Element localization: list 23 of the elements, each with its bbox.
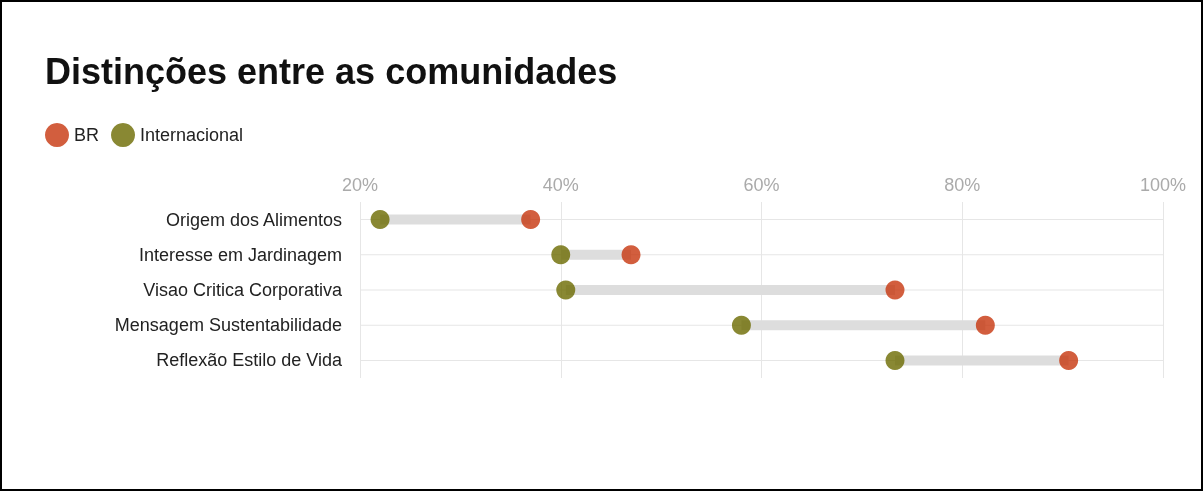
x-tick-label: 60% — [743, 175, 780, 195]
point — [885, 280, 905, 300]
point — [551, 245, 571, 265]
y-tick-label: Interesse em Jardinagem — [138, 244, 342, 265]
point — [521, 210, 541, 230]
point — [885, 350, 905, 370]
point — [731, 315, 751, 335]
point — [556, 280, 576, 300]
y-tick-label: Mensagem Sustentabilidade — [114, 315, 342, 336]
chart-title: Distinções entre as comunidades — [45, 50, 618, 92]
legend-label: Internacional — [140, 125, 244, 145]
x-tick-label: 40% — [542, 175, 579, 195]
point — [1059, 350, 1079, 370]
y-tick-label: Origem dos Alimentos — [165, 209, 342, 230]
point — [975, 315, 995, 335]
x-tick-label: 20% — [341, 175, 379, 195]
x-tick-label: 80% — [944, 175, 981, 195]
point — [370, 210, 390, 230]
y-tick-label: Reflexão Estilo de Vida — [156, 350, 343, 371]
y-tick-label: Visao Critica Corporativa — [143, 280, 343, 300]
x-tick-label: 100% — [1139, 175, 1187, 195]
point — [621, 245, 641, 265]
legend-label: BR — [74, 125, 100, 145]
